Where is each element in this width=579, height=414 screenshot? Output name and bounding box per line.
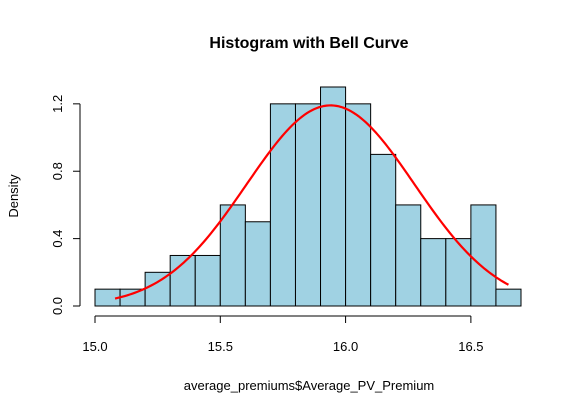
histogram-bar (445, 238, 472, 307)
x-axis-label: average_premiums$Average_PV_Premium (184, 378, 435, 393)
y-tick-label: 1.2 (50, 95, 65, 113)
histogram-bar (470, 204, 497, 307)
histogram-bar (395, 204, 422, 307)
histogram-bar (119, 288, 146, 307)
histogram-bar (294, 103, 322, 307)
histogram-bars (94, 86, 522, 307)
histogram-bar (420, 238, 447, 307)
chart-title: Histogram with Bell Curve (209, 35, 408, 52)
y-tick-label: 0.4 (50, 230, 65, 248)
x-axis: 15.0 15.5 16.0 16.5 (82, 315, 484, 354)
y-axis-label: Density (6, 174, 21, 218)
x-tick-label: 15.0 (82, 339, 107, 354)
x-tick-label: 16.0 (333, 339, 358, 354)
y-tick-label: 0.0 (50, 297, 65, 315)
y-tick-label: 0.8 (50, 162, 65, 180)
histogram-bar (194, 254, 221, 307)
x-tick-label: 16.5 (458, 339, 483, 354)
histogram-bar (370, 153, 397, 307)
histogram-bar (244, 221, 271, 307)
histogram-bar (495, 288, 522, 307)
histogram-bar (320, 86, 347, 307)
histogram-bar (345, 103, 372, 307)
histogram-bar (269, 103, 296, 307)
histogram-bar (219, 204, 246, 307)
bell-curve-line (114, 104, 509, 300)
y-axis: 0.0 0.4 0.8 1.2 (50, 95, 81, 315)
x-tick-label: 15.5 (208, 339, 233, 354)
